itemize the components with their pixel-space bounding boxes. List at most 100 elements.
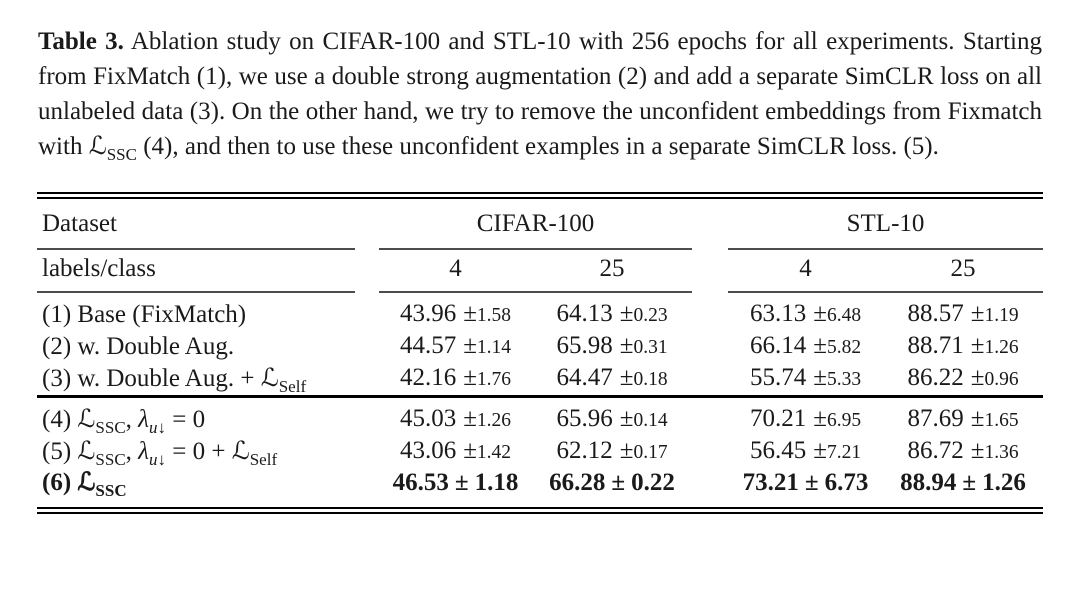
header-stl10: STL-10 <box>728 192 1044 250</box>
plus-minus: ± <box>962 469 977 496</box>
mean-value: 43.96 <box>399 300 457 327</box>
header-cifar100: CIFAR-100 <box>379 192 693 250</box>
mean-value: 46.53 <box>392 469 449 496</box>
mean-value: 65.98 <box>556 332 613 359</box>
std-value: 1.26 <box>982 469 1026 496</box>
std-value: 6.73 <box>824 469 869 496</box>
mean-value: 65.96 <box>556 405 613 432</box>
plus-minus: ± <box>813 405 827 432</box>
column-spacer <box>692 363 728 397</box>
plus-minus: ± <box>463 300 477 327</box>
value-cell: 88.71 ±1.26 <box>883 331 1043 363</box>
value-cell: 64.47 ±0.18 <box>532 363 692 397</box>
value-cell: 42.16 ±1.76 <box>379 363 532 397</box>
paper-page: Table 3. Ablation study on CIFAR-100 and… <box>0 24 1080 514</box>
value-cell: 66.14 ±5.82 <box>728 331 883 363</box>
table-row-3-double-aug-self: (3) w. Double Aug. + ℒSelf 42.16 ±1.76 64… <box>37 363 1043 397</box>
plus-minus: ± <box>463 332 477 359</box>
std-value: 6.95 <box>826 410 862 431</box>
plus-minus: ± <box>813 332 827 359</box>
plus-minus: ± <box>619 437 634 464</box>
column-spacer <box>692 468 729 514</box>
std-value: 0.22 <box>631 469 675 496</box>
mean-value: 44.57 <box>399 332 457 359</box>
value-cell: 87.69 ±1.65 <box>883 395 1044 436</box>
std-value: 1.65 <box>984 410 1019 431</box>
mean-value: 55.74 <box>749 364 807 391</box>
std-value: 6.48 <box>826 305 862 326</box>
plus-minus: ± <box>970 437 985 464</box>
value-cell: 63.13 ±6.48 <box>728 292 883 331</box>
std-value: 1.26 <box>984 337 1019 358</box>
mean-value: 87.69 <box>907 405 964 432</box>
mean-value: 86.22 <box>907 364 964 391</box>
value-cell: 86.72 ±1.36 <box>883 436 1043 468</box>
value-cell: 65.98 ±0.31 <box>532 331 692 363</box>
std-value: 1.18 <box>474 469 519 496</box>
std-value: 0.96 <box>984 369 1019 390</box>
mean-value: 43.06 <box>399 437 457 464</box>
header-stl-25: 25 <box>883 249 1044 293</box>
std-value: 5.33 <box>826 369 862 390</box>
plus-minus: ± <box>619 405 634 432</box>
column-spacer <box>355 331 379 363</box>
column-spacer <box>692 249 728 292</box>
plus-minus: ± <box>813 364 827 391</box>
header-dataset: Dataset <box>37 192 355 250</box>
std-value: 1.26 <box>476 410 512 431</box>
plus-minus: ± <box>970 332 985 359</box>
table-row-2-double-aug: (2) w. Double Aug. 44.57 ±1.14 65.98 ±0.31… <box>37 331 1043 363</box>
std-value: 1.76 <box>476 369 512 390</box>
mean-value: 64.13 <box>556 300 613 327</box>
value-cell: 70.21 ±6.95 <box>728 395 884 436</box>
labels-per-class-header-row: labels/class 4 25 4 25 <box>37 249 1044 293</box>
plus-minus: ± <box>463 405 477 432</box>
mean-value: 63.13 <box>749 300 807 327</box>
row-label: (6) ℒSSC <box>37 468 355 514</box>
header-cifar-25: 25 <box>532 249 693 293</box>
mean-value: 62.12 <box>556 437 613 464</box>
plus-minus: ± <box>813 300 827 327</box>
value-cell: 65.96 ±0.14 <box>532 395 693 436</box>
column-spacer <box>692 395 729 436</box>
column-spacer <box>692 331 728 363</box>
value-cell: 64.13 ±0.23 <box>532 292 692 331</box>
plus-minus: ± <box>611 469 626 496</box>
table-row-1-base-fixmatch: (1) Base (FixMatch) 43.96 ±1.58 64.13 ±0.2… <box>37 292 1043 331</box>
row-label: (3) w. Double Aug. + ℒSelf <box>42 365 307 396</box>
value-cell: 88.57 ±1.19 <box>883 292 1043 331</box>
row-label: (5) ℒSSC, λu↓ = 0 + ℒSelf <box>42 438 278 469</box>
value-cell: 43.96 ±1.58 <box>379 292 532 331</box>
value-cell: 45.03 ±1.26 <box>379 395 532 436</box>
header-labels-class: labels/class <box>37 249 355 293</box>
row-label: (4) ℒSSC, λu↓ = 0 <box>37 395 355 436</box>
mean-value: 42.16 <box>399 364 457 391</box>
mean-value: 88.71 <box>907 332 964 359</box>
value-cell: 56.45 ±7.21 <box>728 436 883 468</box>
dataset-header-row: Dataset CIFAR-100 STL-10 <box>37 192 1044 250</box>
mean-value: 66.14 <box>749 332 807 359</box>
value-cell: 62.12 ±0.17 <box>532 436 692 468</box>
value-cell: 86.22 ±0.96 <box>883 363 1043 397</box>
column-spacer <box>355 292 379 331</box>
plus-minus: ± <box>619 332 634 359</box>
std-value: 1.36 <box>984 442 1019 463</box>
std-value: 1.42 <box>476 442 512 463</box>
value-cell: 46.53 ±1.18 <box>379 468 532 514</box>
column-spacer <box>355 249 379 292</box>
std-value: 0.18 <box>633 369 668 390</box>
column-spacer <box>355 363 379 397</box>
plus-minus: ± <box>619 300 634 327</box>
mean-value: 88.94 <box>900 469 957 496</box>
plus-minus: ± <box>970 405 985 432</box>
column-spacer <box>355 395 379 436</box>
value-cell: 88.94 ±1.26 <box>883 468 1044 514</box>
ablation-table: Dataset CIFAR-100 STL-10 labels/class 4 … <box>37 192 1044 514</box>
mean-value: 88.57 <box>907 300 964 327</box>
plus-minus: ± <box>463 437 477 464</box>
column-spacer <box>692 192 729 249</box>
value-cell: 44.57 ±1.14 <box>379 331 532 363</box>
header-stl-4: 4 <box>728 249 884 293</box>
std-value: 1.19 <box>984 305 1019 326</box>
value-cell: 55.74 ±5.33 <box>728 363 883 397</box>
